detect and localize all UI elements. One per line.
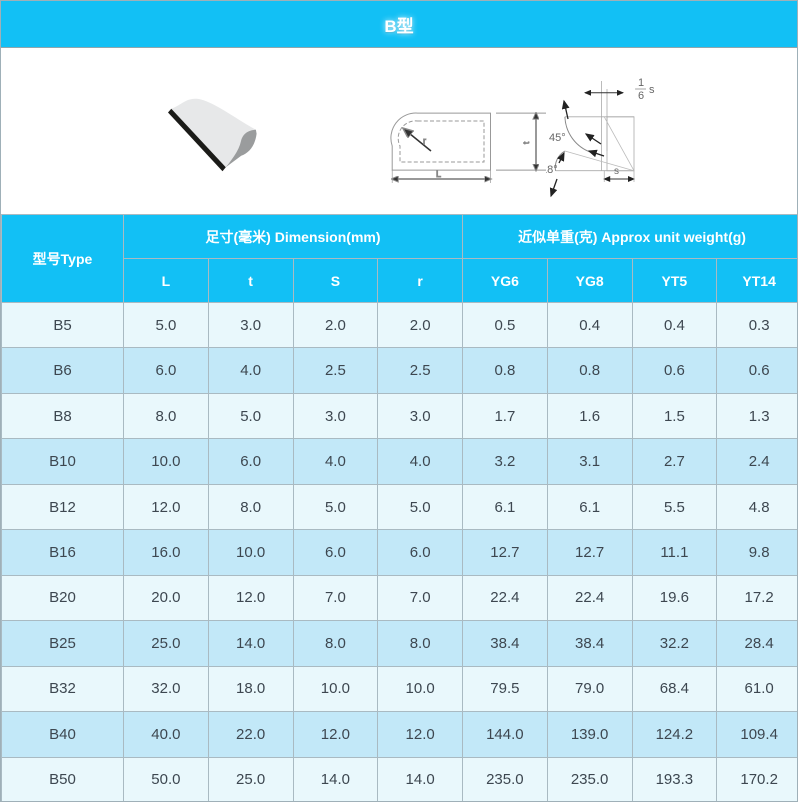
- svg-text:r: r: [423, 136, 426, 146]
- svg-text:18°: 18°: [546, 164, 558, 176]
- svg-text:45°: 45°: [549, 132, 566, 144]
- svg-text:t: t: [522, 141, 531, 144]
- svg-text:s: s: [649, 84, 655, 96]
- svg-text:6: 6: [638, 90, 644, 102]
- svg-text:1: 1: [638, 77, 644, 89]
- svg-text:s: s: [614, 166, 619, 177]
- svg-text:L: L: [436, 169, 441, 179]
